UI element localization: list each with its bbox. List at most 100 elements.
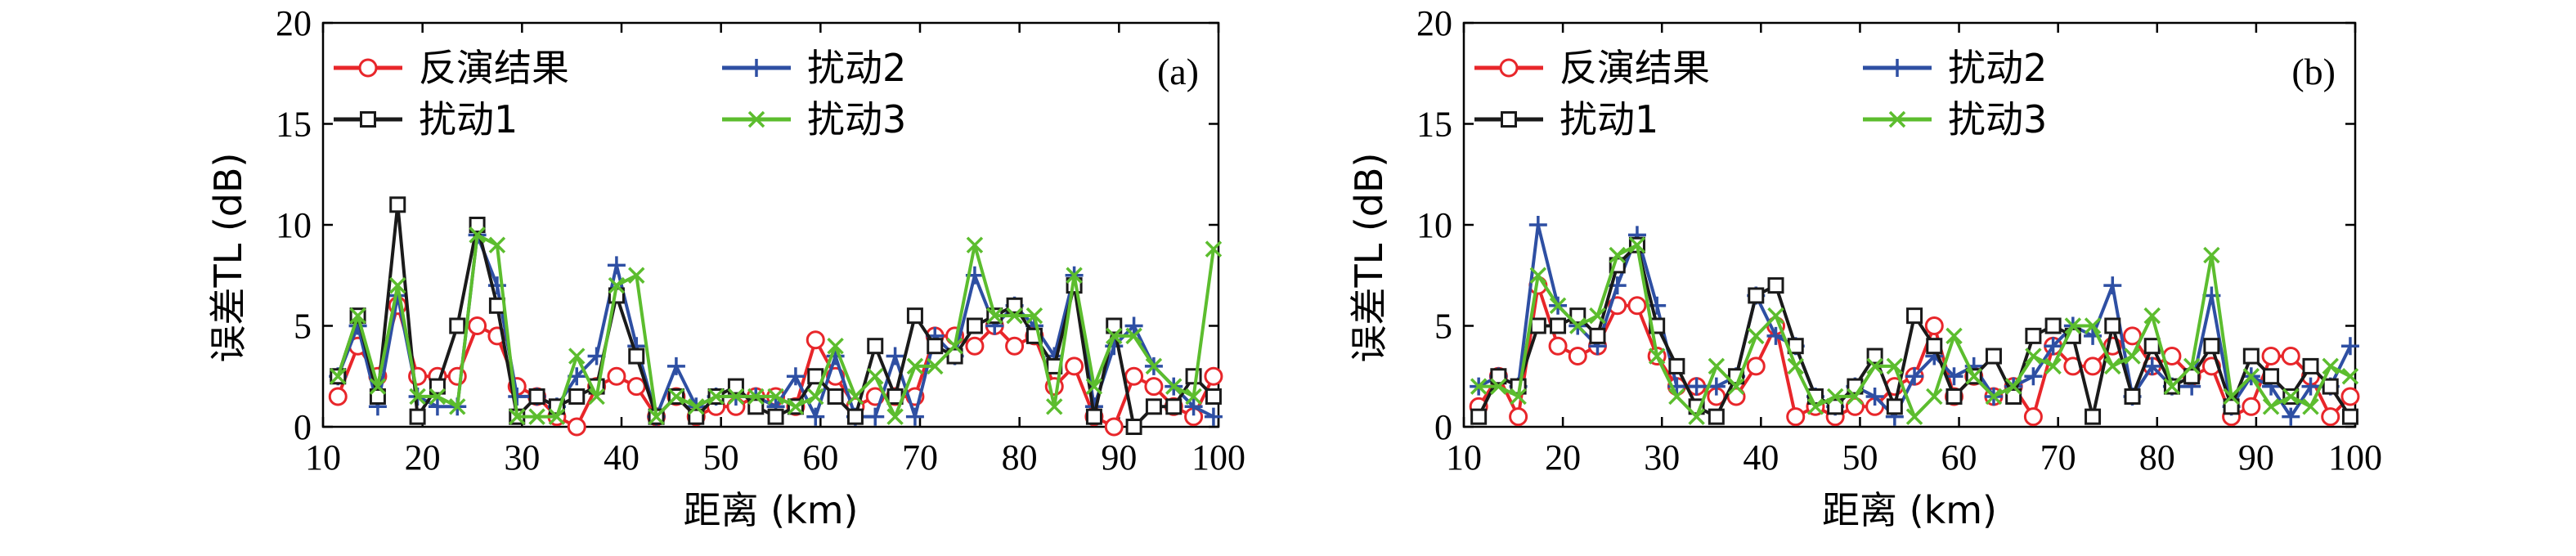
- data-point: [786, 367, 805, 386]
- legend-marker: [1888, 59, 1906, 77]
- data-point: [2282, 407, 2300, 426]
- x-tick-label: 90: [1101, 437, 1137, 478]
- data-point: [369, 388, 386, 405]
- data-point: [2124, 348, 2141, 365]
- legend-entry-4: 扰动3: [722, 97, 906, 141]
- data-point: [1125, 419, 1142, 435]
- y-tick-label: 5: [294, 307, 312, 347]
- data-point: [2302, 357, 2319, 374]
- data-point: [1085, 378, 1103, 395]
- data-point: [2023, 407, 2043, 427]
- data-point: [2262, 398, 2280, 415]
- data-point: [1204, 407, 1223, 426]
- data-point: [666, 356, 685, 375]
- data-point: [429, 388, 447, 406]
- data-point: [986, 307, 1003, 325]
- data-point: [905, 407, 924, 426]
- data-point: [1748, 287, 1765, 304]
- data-point: [2183, 368, 2201, 385]
- data-point: [626, 377, 646, 397]
- data-point: [1046, 398, 1063, 415]
- data-point: [1509, 407, 1528, 427]
- data-point: [707, 388, 725, 406]
- data-point: [927, 357, 944, 375]
- data-point: [429, 378, 446, 395]
- legend-marker: [1888, 110, 1906, 128]
- data-point: [2242, 368, 2260, 385]
- data-point: [1886, 357, 1904, 375]
- data-point: [389, 196, 406, 213]
- data-point: [1145, 398, 1162, 415]
- data-point: [2025, 348, 2042, 365]
- data-point: [2203, 338, 2220, 355]
- data-point: [1569, 317, 1586, 334]
- data-point: [1490, 378, 1507, 395]
- data-point: [1786, 407, 1806, 427]
- data-point: [1006, 297, 1023, 314]
- data-point: [449, 398, 466, 415]
- data-point: [2242, 348, 2260, 365]
- data-point: [1826, 388, 1844, 406]
- data-point: [1866, 348, 1883, 365]
- data-point: [1165, 398, 1183, 415]
- x-tick-label: 60: [1941, 437, 1977, 478]
- data-point: [528, 408, 545, 425]
- data-point: [2044, 337, 2062, 356]
- data-point: [1627, 296, 1647, 316]
- legend-label: 反演结果: [1560, 46, 1710, 90]
- data-point: [1628, 236, 1646, 253]
- panel-label: (b): [2291, 51, 2336, 92]
- x-tick-label: 90: [2238, 437, 2274, 478]
- data-point: [1550, 317, 1567, 334]
- data-point: [886, 347, 904, 365]
- data-point: [965, 336, 985, 356]
- data-point: [1470, 378, 1488, 395]
- data-point: [667, 388, 685, 406]
- data-point: [2044, 357, 2062, 375]
- data-point: [2163, 378, 2181, 395]
- data-point: [1184, 397, 1203, 416]
- data-point: [328, 387, 348, 406]
- data-point: [1085, 408, 1102, 425]
- legend-entry-1: 反演结果: [1474, 46, 1710, 90]
- data-point: [2084, 317, 2102, 334]
- y-tick-label: 20: [276, 3, 312, 43]
- y-tick-label: 10: [1416, 205, 1452, 245]
- data-point: [1005, 336, 1025, 356]
- data-point: [1205, 240, 1223, 258]
- x-tick-label: 50: [1842, 437, 1878, 478]
- data-point: [588, 388, 605, 406]
- data-point: [1106, 317, 1123, 334]
- legend: 反演结果 扰动2 扰动1 扰动3: [334, 46, 906, 141]
- data-point: [1847, 388, 1864, 406]
- data-point: [468, 316, 487, 335]
- data-point: [568, 388, 586, 405]
- data-point: [389, 276, 406, 294]
- data-point: [806, 407, 825, 426]
- legend-label: 扰动3: [807, 97, 906, 141]
- legend-marker: [1499, 58, 1519, 78]
- data-point: [628, 348, 645, 365]
- x-tick-label: 70: [2040, 437, 2076, 478]
- legend-marker: [747, 59, 765, 77]
- data-point: [509, 408, 526, 425]
- x-axis-label: 距离 (km): [1822, 488, 1997, 532]
- data-point: [767, 408, 784, 425]
- legend-marker: [747, 110, 765, 128]
- data-point: [906, 307, 923, 325]
- data-point: [1668, 388, 1685, 406]
- data-point: [567, 417, 586, 437]
- data-point: [1985, 348, 2002, 365]
- legend-entry-4: 扰动3: [1863, 97, 2047, 141]
- data-point: [1707, 377, 1726, 396]
- data-point: [747, 398, 765, 415]
- x-tick-label: 60: [802, 437, 838, 478]
- legend-label: 扰动1: [1560, 97, 1658, 141]
- data-point: [2261, 347, 2281, 366]
- x-tick-label: 30: [1644, 437, 1680, 478]
- data-point: [369, 378, 387, 395]
- data-point: [1965, 368, 1982, 385]
- data-point: [1589, 327, 1606, 344]
- data-point: [1569, 307, 1586, 325]
